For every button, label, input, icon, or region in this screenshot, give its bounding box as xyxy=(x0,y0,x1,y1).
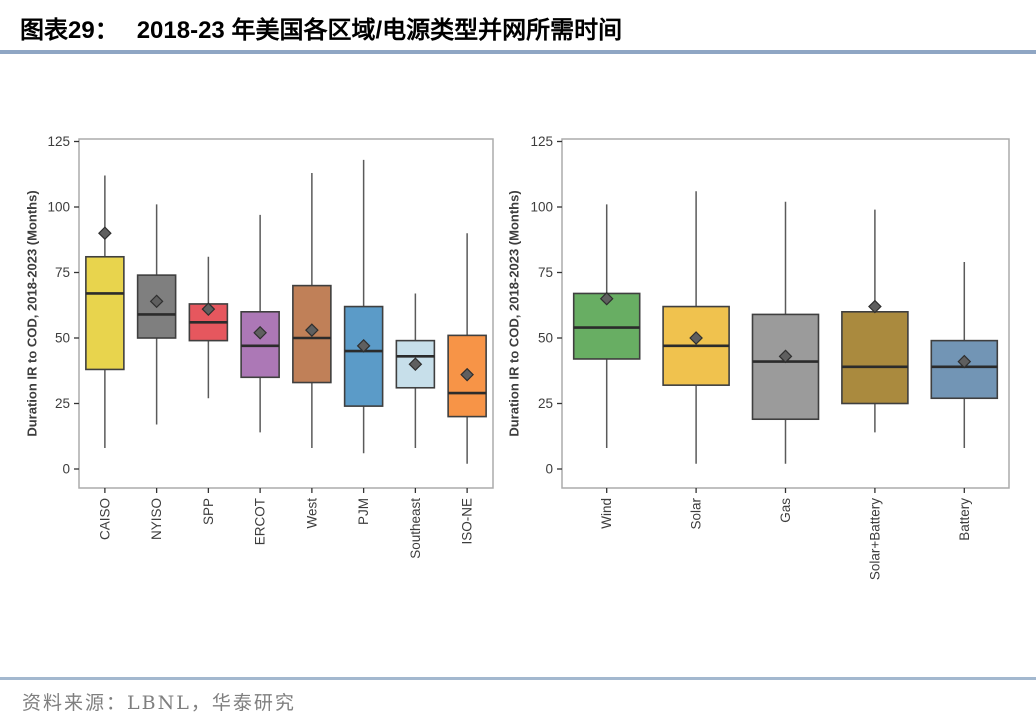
box-PJM xyxy=(343,305,384,407)
x-axis-label-Wind: Wind xyxy=(599,498,614,529)
y-axis-tick-label: 100 xyxy=(47,200,70,215)
boxplot-chart-regions: 0 25 50 75 100 125 Duration IR to COD, 2018-20… xyxy=(25,134,494,559)
box-Solar+Battery xyxy=(841,311,909,405)
y-axis-tick-label: 125 xyxy=(47,134,70,149)
x-axis-label-Southeast: Southeast xyxy=(408,498,423,559)
y-axis-tick-label: 50 xyxy=(55,331,70,346)
box-Battery xyxy=(930,339,999,400)
box-ERCOT xyxy=(240,311,280,379)
y-axis-title: Duration IR to COD, 2018-2023 (Months) xyxy=(507,190,522,436)
x-axis-label-ERCOT: ERCOT xyxy=(253,498,268,545)
boxplot-chart-fuel-types: 0 25 50 75 100 125 Duration IR to COD, 2018-20… xyxy=(507,134,1010,580)
x-axis-label-ISO-NE: ISO-NE xyxy=(460,498,475,545)
figure-header: 图表29： 2018-23 年美国各区域/电源类型并网所需时间 xyxy=(20,10,622,45)
mean-diamond-Solar+Battery xyxy=(868,299,882,314)
mean-diamond-Wind xyxy=(599,291,614,306)
mean-diamond-CAISO xyxy=(98,226,112,241)
y-axis-tick-label: 0 xyxy=(545,462,553,477)
mean-diamond-NYISO xyxy=(149,294,164,309)
footer-rule xyxy=(0,677,1036,680)
y-axis-tick-label: 100 xyxy=(530,200,553,215)
mean-diamond-West xyxy=(305,323,319,337)
y-axis-tick-label: 25 xyxy=(538,396,553,411)
y-axis-tick-label: 25 xyxy=(55,396,70,411)
x-axis-label-Solar+Battery: Solar+Battery xyxy=(867,498,882,580)
y-axis-title: Duration IR to COD, 2018-2023 (Months) xyxy=(25,190,40,436)
box-Gas xyxy=(751,313,820,421)
mean-diamond-PJM xyxy=(356,339,371,353)
y-axis-tick-label: 50 xyxy=(538,331,553,346)
mean-diamond-Battery xyxy=(957,354,972,369)
x-axis-label-Battery: Battery xyxy=(957,498,972,541)
box-CAISO xyxy=(85,255,125,371)
y-axis-tick-label: 75 xyxy=(538,265,553,280)
x-axis-label-NYISO: NYISO xyxy=(149,498,164,540)
x-axis-label-Gas: Gas xyxy=(778,498,793,523)
figure-label: 图表29： xyxy=(20,17,119,44)
y-axis-tick-label: 0 xyxy=(62,462,70,477)
x-axis-label-PJM: PJM xyxy=(356,498,371,525)
x-axis-label-West: West xyxy=(304,498,319,529)
x-axis-label-SPP: SPP xyxy=(201,498,216,525)
mean-diamond-Southeast xyxy=(408,357,423,372)
source-line: 资料来源：LBNL，华泰研究 xyxy=(22,692,296,714)
y-axis-tick-label: 125 xyxy=(530,134,553,149)
x-axis-label-CAISO: CAISO xyxy=(97,498,112,540)
figure-title: 2018-23 年美国各区域/电源类型并网所需时间 xyxy=(136,17,623,44)
title-rule xyxy=(0,50,1036,54)
mean-diamond-ERCOT xyxy=(253,325,267,340)
x-axis-label-Solar: Solar xyxy=(689,497,704,529)
mean-diamond-ISO-NE xyxy=(460,367,474,382)
mean-diamond-Gas xyxy=(778,349,793,364)
mean-diamond-SPP xyxy=(201,302,216,317)
y-axis-tick-label: 75 xyxy=(55,265,70,280)
mean-diamond-Solar xyxy=(689,331,703,345)
